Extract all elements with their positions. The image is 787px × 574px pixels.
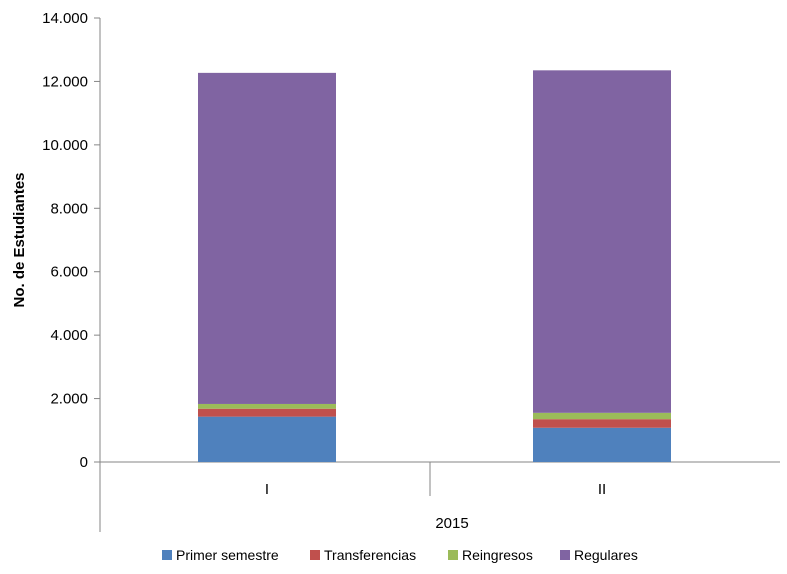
- bar-segment-primer-semestre: [533, 427, 671, 462]
- y-tick-label: 10.000: [42, 137, 88, 154]
- legend-swatch: [448, 550, 458, 560]
- legend-label: Regulares: [574, 547, 638, 563]
- bar-segment-reingresos: [533, 412, 671, 420]
- bar-segment-regulares: [533, 70, 671, 413]
- bar-segment-transferencias: [198, 408, 336, 417]
- legend-label: Transferencias: [324, 547, 416, 563]
- legend-item: Reingresos: [448, 547, 533, 563]
- legend-item: Regulares: [560, 547, 638, 563]
- legend-swatch: [560, 550, 570, 560]
- bar-segment-reingresos: [198, 403, 336, 409]
- legend-item: Transferencias: [310, 547, 416, 563]
- legend-swatch: [310, 550, 320, 560]
- x-category-label: I: [265, 481, 269, 498]
- y-tick-label: 8.000: [50, 200, 88, 217]
- bar-segment-transferencias: [533, 419, 671, 428]
- y-tick-label: 14.000: [42, 10, 88, 27]
- y-tick-label: 6.000: [50, 264, 88, 281]
- legend-swatch: [162, 550, 172, 560]
- legend-item: Primer semestre: [162, 547, 279, 563]
- y-axis-title: No. de Estudiantes: [11, 172, 28, 307]
- legend-label: Primer semestre: [176, 547, 279, 563]
- x-category-label: II: [598, 481, 606, 498]
- bars: [198, 70, 671, 462]
- legend-label: Reingresos: [462, 547, 533, 563]
- legend: Primer semestre Transferencias Reingresos R…: [162, 547, 638, 563]
- axes: [94, 17, 780, 532]
- axis-labels: 0 2.000 4.000 6.000 8.000 10.000 12.000 14.000 I…: [11, 10, 606, 532]
- x-group-label: 2015: [435, 515, 468, 532]
- y-tick-label: 0: [80, 454, 88, 471]
- y-tick-label: 4.000: [50, 327, 88, 344]
- y-tick-label: 12.000: [42, 73, 88, 90]
- bar-segment-regulares: [198, 72, 336, 404]
- y-tick-label: 2.000: [50, 391, 88, 408]
- bar-segment-primer-semestre: [198, 416, 336, 462]
